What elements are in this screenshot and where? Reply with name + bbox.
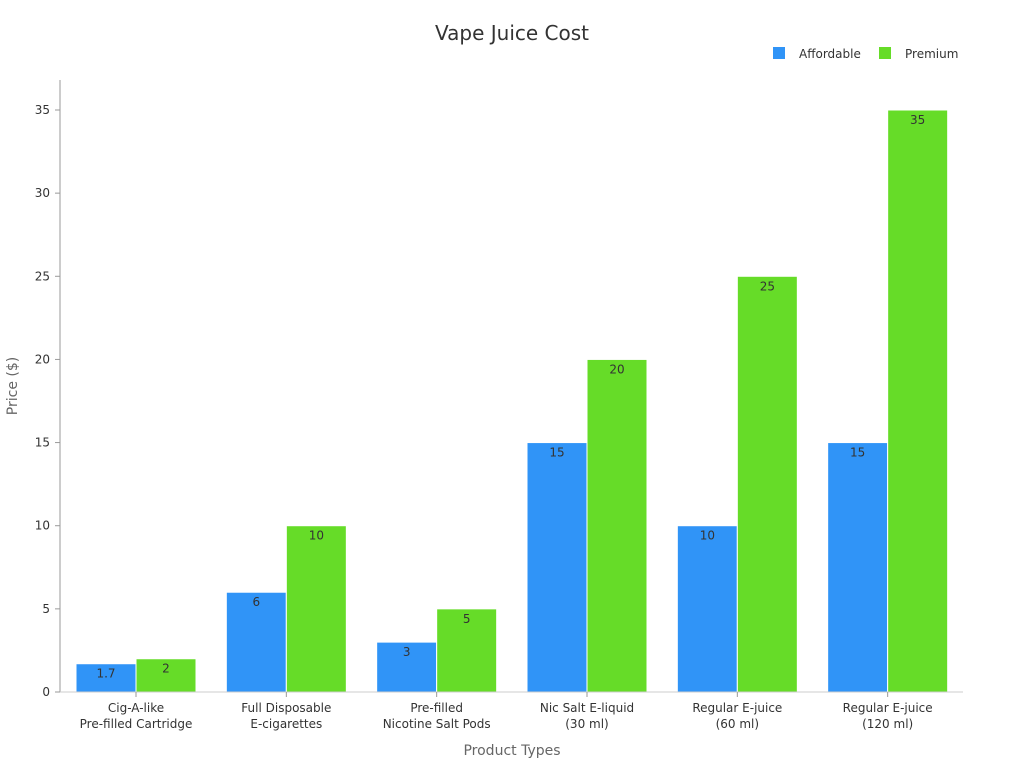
x-tick-label-line: Full Disposable (241, 701, 331, 715)
x-tick-label-line: Cig-A-like (108, 701, 164, 715)
data-label: 10 (309, 529, 324, 543)
x-tick-label-line: Pre-filled Cartridge (80, 717, 193, 731)
bar-premium (285, 525, 347, 693)
legend-swatch-premium (879, 47, 891, 59)
bar-affordable (827, 442, 889, 693)
x-axis-title: Product Types (463, 743, 560, 759)
data-label: 2 (162, 662, 170, 676)
legend: Affordable Premium (773, 47, 958, 61)
x-tick-label: Nic Salt E-liquid (30 ml) (540, 701, 634, 731)
data-label: 10 (700, 529, 715, 543)
bar-premium (736, 275, 798, 693)
y-tick-label: 10 (35, 519, 50, 533)
y-tick-label: 5 (42, 602, 50, 616)
x-tick-label-line: (30 ml) (565, 717, 608, 731)
x-tick-label-line: Nicotine Salt Pods (383, 717, 491, 731)
x-tick-label: Regular E-juice (60 ml) (692, 701, 782, 731)
bar-premium (586, 358, 648, 693)
legend-swatch-affordable (773, 47, 785, 59)
data-label: 3 (403, 645, 411, 659)
bar-premium (135, 658, 197, 693)
data-label: 5 (463, 612, 471, 626)
y-axis-title: Price ($) (5, 357, 21, 415)
x-axis-ticks: Cig-A-like Pre-filled Cartridge Full Dispo… (80, 692, 933, 731)
bar-affordable (676, 525, 738, 693)
y-tick-label: 0 (42, 685, 50, 699)
x-tick-label-line: E-cigarettes (250, 717, 322, 731)
legend-label-affordable: Affordable (799, 47, 861, 61)
bar-affordable (75, 663, 137, 693)
x-tick-label: Cig-A-like Pre-filled Cartridge (80, 701, 193, 731)
y-tick-label: 20 (35, 352, 50, 366)
data-label: 15 (549, 446, 564, 460)
bars-group (75, 109, 949, 693)
data-label: 35 (910, 113, 925, 127)
data-label: 20 (609, 362, 624, 376)
legend-label-premium: Premium (905, 47, 958, 61)
data-label: 15 (850, 446, 865, 460)
x-tick-label: Full Disposable E-cigarettes (241, 701, 331, 731)
y-tick-label: 25 (35, 269, 50, 283)
x-tick-label-line: Regular E-juice (843, 701, 933, 715)
y-axis-ticks: 0 5 10 15 20 25 30 35 (35, 103, 60, 699)
chart-title: Vape Juice Cost (435, 21, 589, 45)
x-tick-label-line: (60 ml) (716, 717, 759, 731)
bar-premium (887, 109, 949, 693)
bar-affordable (526, 442, 588, 693)
x-tick-label-line: Regular E-juice (692, 701, 782, 715)
data-label: 6 (253, 595, 261, 609)
x-tick-label: Regular E-juice (120 ml) (843, 701, 933, 731)
data-label: 1.7 (96, 667, 115, 681)
x-tick-label: Pre-filled Nicotine Salt Pods (383, 701, 491, 731)
x-tick-label-line: (120 ml) (862, 717, 913, 731)
y-tick-label: 15 (35, 436, 50, 450)
y-tick-label: 30 (35, 186, 50, 200)
x-tick-label-line: Pre-filled (410, 701, 463, 715)
data-label: 25 (760, 279, 775, 293)
bar-affordable (225, 591, 287, 693)
y-tick-label: 35 (35, 103, 50, 117)
x-tick-label-line: Nic Salt E-liquid (540, 701, 634, 715)
